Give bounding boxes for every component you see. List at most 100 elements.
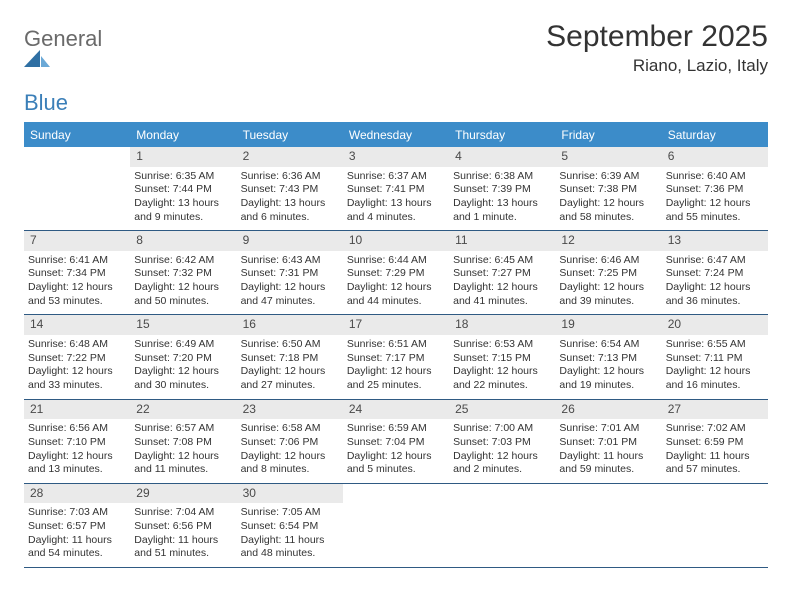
day-number: 21 [30, 402, 43, 416]
sunset-line: Sunset: 7:06 PM [241, 436, 339, 450]
sunset-line: Sunset: 7:22 PM [28, 352, 126, 366]
sunset-line: Sunset: 7:38 PM [559, 183, 657, 197]
sunset-line: Sunset: 7:41 PM [347, 183, 445, 197]
sunset-line: Sunset: 7:11 PM [666, 352, 764, 366]
day-cell: 26Sunrise: 7:01 AMSunset: 7:01 PMDayligh… [555, 400, 661, 483]
sunset-line: Sunset: 7:32 PM [134, 267, 232, 281]
daylight-line-1: Daylight: 12 hours [28, 365, 126, 379]
daylight-line-1: Daylight: 12 hours [453, 365, 551, 379]
calendar-page: GeneralBlue September 2025 Riano, Lazio,… [0, 0, 792, 612]
sunrise-line: Sunrise: 6:37 AM [347, 170, 445, 184]
day-cell: 13Sunrise: 6:47 AMSunset: 7:24 PMDayligh… [662, 231, 768, 314]
daylight-line-2: and 4 minutes. [347, 211, 445, 225]
day-number-bar: 25 [449, 400, 555, 420]
day-cell: 23Sunrise: 6:58 AMSunset: 7:06 PMDayligh… [237, 400, 343, 483]
day-number-bar: 26 [555, 400, 661, 420]
day-number: 18 [455, 317, 468, 331]
weeks-container: 1Sunrise: 6:35 AMSunset: 7:44 PMDaylight… [24, 147, 768, 568]
day-number: 12 [561, 233, 574, 247]
day-cell: 21Sunrise: 6:56 AMSunset: 7:10 PMDayligh… [24, 400, 130, 483]
weekday-header: Wednesday [343, 124, 449, 147]
daylight-line-2: and 53 minutes. [28, 295, 126, 309]
logo-text: General Blue [24, 28, 104, 114]
daylight-line-1: Daylight: 12 hours [28, 450, 126, 464]
sunset-line: Sunset: 7:10 PM [28, 436, 126, 450]
sunset-line: Sunset: 7:03 PM [453, 436, 551, 450]
day-number-bar: 24 [343, 400, 449, 420]
calendar-week-row: 21Sunrise: 6:56 AMSunset: 7:10 PMDayligh… [24, 400, 768, 484]
day-number-bar: 21 [24, 400, 130, 420]
day-cell: 5Sunrise: 6:39 AMSunset: 7:38 PMDaylight… [555, 147, 661, 230]
sunrise-line: Sunrise: 6:46 AM [559, 254, 657, 268]
logo-word-blue: Blue [24, 90, 68, 115]
day-number-bar: 4 [449, 147, 555, 167]
day-cell: 19Sunrise: 6:54 AMSunset: 7:13 PMDayligh… [555, 315, 661, 398]
day-cell: 24Sunrise: 6:59 AMSunset: 7:04 PMDayligh… [343, 400, 449, 483]
day-number: 17 [349, 317, 362, 331]
day-number: 8 [136, 233, 143, 247]
sunset-line: Sunset: 7:18 PM [241, 352, 339, 366]
calendar-week-row: 28Sunrise: 7:03 AMSunset: 6:57 PMDayligh… [24, 484, 768, 568]
daylight-line-1: Daylight: 12 hours [559, 197, 657, 211]
sunrise-line: Sunrise: 6:48 AM [28, 338, 126, 352]
sunset-line: Sunset: 7:43 PM [241, 183, 339, 197]
daylight-line-2: and 36 minutes. [666, 295, 764, 309]
day-number-bar: 27 [662, 400, 768, 420]
sunrise-line: Sunrise: 7:01 AM [559, 422, 657, 436]
daylight-line-1: Daylight: 12 hours [347, 365, 445, 379]
sunrise-line: Sunrise: 7:03 AM [28, 506, 126, 520]
daylight-line-1: Daylight: 12 hours [347, 281, 445, 295]
daylight-line-1: Daylight: 12 hours [666, 365, 764, 379]
sunrise-line: Sunrise: 6:55 AM [666, 338, 764, 352]
day-number: 1 [136, 149, 143, 163]
daylight-line-1: Daylight: 12 hours [134, 281, 232, 295]
day-number: 26 [561, 402, 574, 416]
calendar-week-row: 14Sunrise: 6:48 AMSunset: 7:22 PMDayligh… [24, 315, 768, 399]
daylight-line-2: and 27 minutes. [241, 379, 339, 393]
day-number-bar: 14 [24, 315, 130, 335]
day-number-bar: 7 [24, 231, 130, 251]
day-number: 9 [243, 233, 250, 247]
day-cell: 11Sunrise: 6:45 AMSunset: 7:27 PMDayligh… [449, 231, 555, 314]
day-number: 30 [243, 486, 256, 500]
weekday-header: Monday [130, 124, 236, 147]
day-number-bar: 23 [237, 400, 343, 420]
daylight-line-1: Daylight: 11 hours [134, 534, 232, 548]
daylight-line-1: Daylight: 12 hours [241, 365, 339, 379]
day-number-bar: 15 [130, 315, 236, 335]
sunset-line: Sunset: 7:15 PM [453, 352, 551, 366]
day-number-bar: 8 [130, 231, 236, 251]
daylight-line-2: and 5 minutes. [347, 463, 445, 477]
day-cell: 2Sunrise: 6:36 AMSunset: 7:43 PMDaylight… [237, 147, 343, 230]
empty-day-cell [662, 484, 768, 567]
page-header: GeneralBlue September 2025 Riano, Lazio,… [24, 20, 768, 114]
daylight-line-1: Daylight: 13 hours [241, 197, 339, 211]
daylight-line-1: Daylight: 12 hours [347, 450, 445, 464]
sunrise-line: Sunrise: 7:02 AM [666, 422, 764, 436]
sunset-line: Sunset: 7:13 PM [559, 352, 657, 366]
day-cell: 28Sunrise: 7:03 AMSunset: 6:57 PMDayligh… [24, 484, 130, 567]
empty-day-cell [449, 484, 555, 567]
logo-word-gray: General [24, 26, 102, 51]
daylight-line-1: Daylight: 11 hours [28, 534, 126, 548]
day-number-bar: 22 [130, 400, 236, 420]
daylight-line-2: and 50 minutes. [134, 295, 232, 309]
day-number: 24 [349, 402, 362, 416]
day-cell: 16Sunrise: 6:50 AMSunset: 7:18 PMDayligh… [237, 315, 343, 398]
sunset-line: Sunset: 7:25 PM [559, 267, 657, 281]
day-number-bar: 11 [449, 231, 555, 251]
day-number-bar: 29 [130, 484, 236, 504]
daylight-line-1: Daylight: 12 hours [666, 197, 764, 211]
sunrise-line: Sunrise: 6:43 AM [241, 254, 339, 268]
day-number: 10 [349, 233, 362, 247]
calendar-week-row: 7Sunrise: 6:41 AMSunset: 7:34 PMDaylight… [24, 231, 768, 315]
daylight-line-1: Daylight: 12 hours [241, 450, 339, 464]
sunset-line: Sunset: 7:44 PM [134, 183, 232, 197]
daylight-line-1: Daylight: 12 hours [453, 450, 551, 464]
sunrise-line: Sunrise: 7:04 AM [134, 506, 232, 520]
day-number-bar: 20 [662, 315, 768, 335]
day-number-bar: 13 [662, 231, 768, 251]
daylight-line-2: and 9 minutes. [134, 211, 232, 225]
empty-day-cell [343, 484, 449, 567]
daylight-line-2: and 11 minutes. [134, 463, 232, 477]
